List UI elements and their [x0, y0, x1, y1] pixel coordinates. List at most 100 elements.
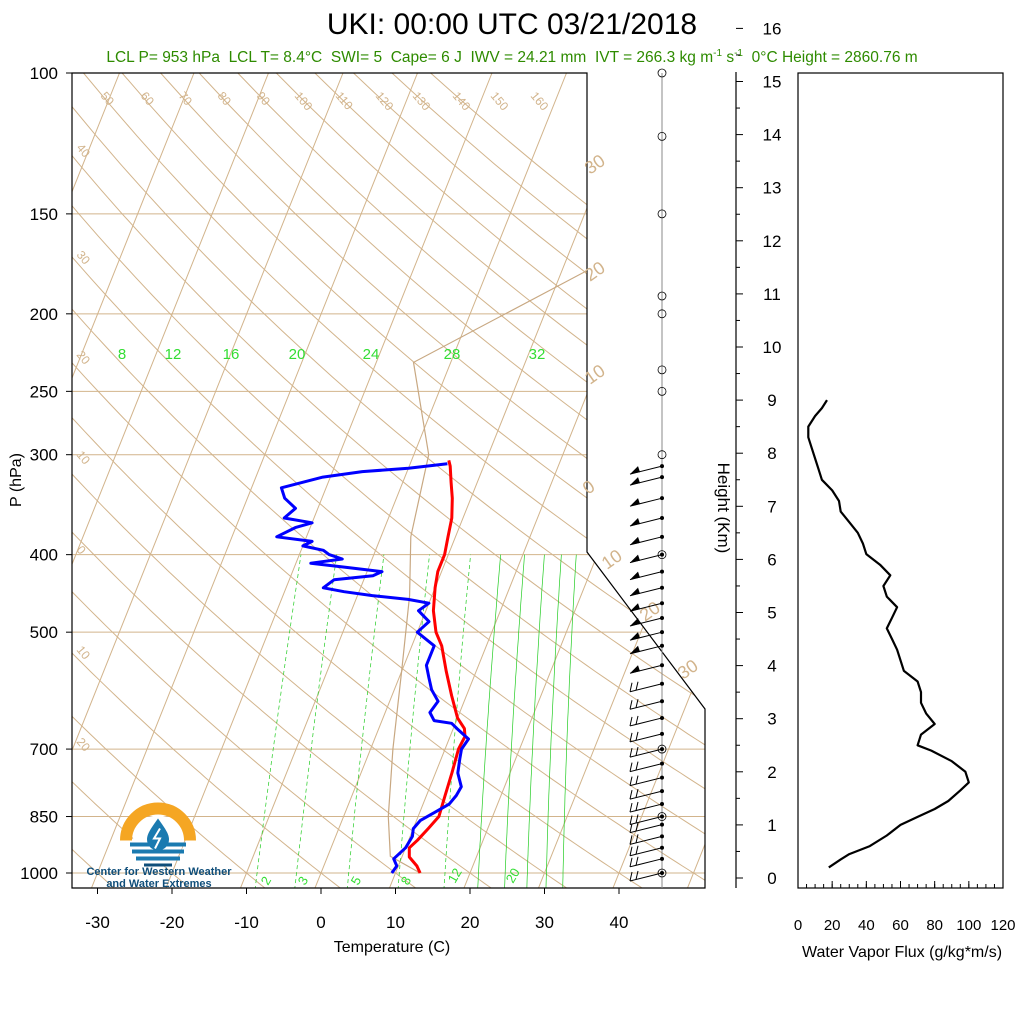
wind-barb-feather: [635, 761, 639, 771]
skew-t-frame: [71, 72, 706, 889]
swi-index: SWI= 5: [330, 49, 383, 67]
wind-barb-staff: [629, 803, 663, 813]
height-tick-label: 5: [767, 604, 776, 623]
mixing-ratio-label: 8: [118, 346, 126, 363]
dry-adiabat-label: 150: [488, 89, 512, 114]
wind-barb-feather: [629, 732, 633, 742]
mixing-ratio-line: [477, 554, 502, 888]
mixing-ratio-label: 8: [398, 874, 415, 888]
wind-barb-staff: [629, 683, 663, 693]
lcl-pressure: LCL P= 953 hPa: [106, 49, 220, 67]
y-tick-label: 200: [30, 305, 58, 324]
isotherm: [611, 73, 705, 888]
sounding-indices: LCL P= 953 hPa LCL T= 8.4°C SWI= 5 Cape=…: [0, 48, 1024, 67]
wind-barb-feather: [635, 699, 639, 708]
dry-adiabat: [72, 73, 495, 888]
height-tick-label: 8: [767, 444, 776, 463]
mixing-ratio-line: [254, 554, 302, 888]
wind-barb-feather: [629, 846, 633, 856]
x-tick-label: 20: [461, 913, 480, 932]
dry-adiabat: [275, 73, 705, 888]
calm-marker: [657, 744, 667, 754]
mixing-ratio-label: 3: [295, 874, 312, 888]
mixing-ratio-label: 32: [529, 346, 546, 363]
flux-x-tick-label: 120: [990, 917, 1015, 934]
calm-marker: [657, 868, 667, 878]
x-tick-label: -10: [234, 913, 259, 932]
flux-x-tick-label: 0: [794, 917, 802, 934]
x-tick-label: -20: [160, 913, 185, 932]
x-tick-label: 10: [386, 913, 405, 932]
iwv-value: IWV = 24.21 mm: [470, 49, 587, 67]
cape-value: Cape= 6 J: [390, 49, 462, 67]
dry-adiabat-label: 50: [98, 89, 118, 108]
ivt-value: IVT = 266.3 kg m-1 s-1: [594, 48, 743, 67]
wind-barb-feather: [629, 871, 633, 882]
moist-adiabat-label: 20: [581, 257, 609, 285]
mixing-ratio-label: 12: [165, 346, 182, 363]
height-tick-label: 3: [767, 710, 776, 729]
wind-barb-staff: [629, 717, 663, 727]
y-tick-label: 300: [30, 446, 58, 465]
calm-marker: [657, 309, 667, 319]
flux-panel-frame: [797, 72, 1004, 889]
mixing-ratio-line: [545, 554, 562, 888]
moist-adiabat-label: 0: [579, 476, 599, 498]
wind-barb-staff: [629, 816, 663, 826]
wind-barb-flag: [630, 645, 640, 654]
calm-marker: [657, 450, 667, 460]
moist-adiabat-label: 30: [581, 150, 609, 178]
wind-barb-feather: [629, 802, 633, 813]
x-tick-label: 0: [316, 913, 325, 932]
wind-barb-feather: [635, 822, 639, 832]
mixing-ratio-label: 5: [348, 874, 365, 888]
dry-adiabat: [72, 73, 705, 888]
dry-adiabat: [198, 73, 705, 888]
wind-barb-flag: [630, 518, 640, 527]
cw3e-logo-text: Center for Western Weather and Water Ext…: [86, 866, 232, 890]
wind-barb-staff: [629, 700, 663, 710]
mixing-ratio-line: [294, 554, 338, 888]
height-tick-label: 7: [767, 497, 776, 516]
wind-barb-feather: [635, 746, 639, 756]
dry-adiabat-label: 40: [74, 141, 94, 160]
water-vapor-flux-line: [807, 399, 970, 869]
y-tick-label: 850: [30, 808, 58, 827]
isotherm: [164, 73, 493, 888]
y-tick-label: 250: [30, 382, 58, 401]
dry-adiabat: [121, 73, 705, 888]
flux-x-tick-label: 20: [824, 917, 841, 934]
wind-barb-feather: [635, 814, 639, 824]
wind-barb-feather: [635, 834, 639, 844]
wind-barb-feather: [635, 801, 639, 811]
isotherm: [72, 73, 195, 888]
height-tick-label: 15: [763, 73, 782, 92]
height-tick-label: 10: [763, 338, 782, 357]
wind-barb-staff: [629, 872, 663, 882]
flux-x-tick-label: 100: [956, 917, 981, 934]
dry-adiabat-label: 80: [215, 89, 235, 108]
height-tick-label: 9: [767, 391, 776, 410]
wind-barb-staff: [629, 824, 663, 834]
wind-barb-staff: [629, 777, 663, 787]
dry-adiabat: [72, 73, 705, 888]
wind-barb-staff: [629, 790, 663, 800]
wind-barb-feather: [635, 715, 639, 725]
flux-x-tick-label: 80: [926, 917, 943, 934]
dry-adiabat: [391, 73, 705, 888]
wind-barb-flag: [630, 466, 640, 475]
wind-barb-flag: [630, 587, 640, 596]
height-tick-label: 12: [763, 232, 782, 251]
mixing-ratio-label: 20: [289, 346, 306, 363]
wind-barb-feather: [629, 682, 633, 692]
height-tick-label: 2: [767, 763, 776, 782]
dry-adiabat-label: 10: [74, 448, 94, 467]
calm-marker: [657, 365, 667, 375]
x-tick-label: -30: [85, 913, 110, 932]
dry-adiabat: [72, 73, 344, 888]
calm-marker: [657, 386, 667, 396]
height-tick-label: 4: [767, 657, 776, 676]
isotherm: [72, 73, 269, 888]
dry-adiabat-label: 10: [74, 643, 94, 662]
calm-marker: [657, 291, 667, 301]
